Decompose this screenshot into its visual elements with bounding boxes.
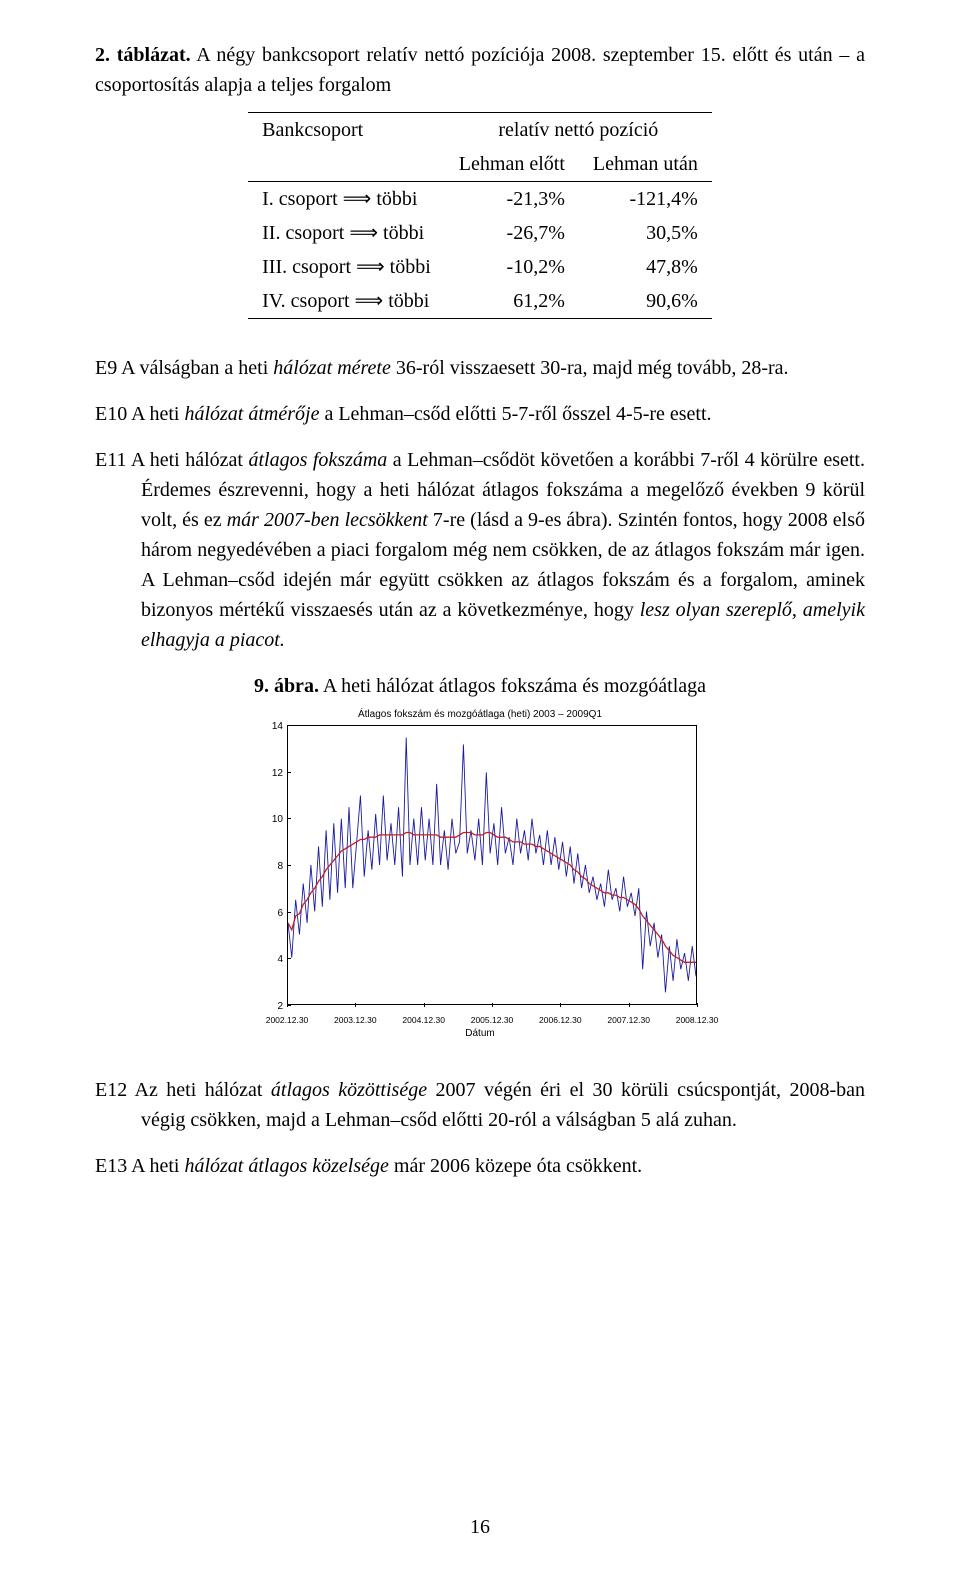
table-label: 2. táblázat. [95, 44, 191, 66]
subcol-before: Lehman előtt [445, 147, 579, 182]
para-e9: E9 A válságban a heti hálózat mérete 36-… [95, 353, 865, 383]
chart-ytick: 4 [245, 952, 283, 967]
table-cell: 30,5% [579, 216, 712, 250]
chart-xlabel: Dátum [465, 1026, 494, 1041]
chart-series-ma [288, 833, 696, 963]
table-row-label: I. csoport ⟹ többi [248, 182, 445, 217]
table-cell: -26,7% [445, 216, 579, 250]
chart-title: Átlagos fokszám és mozgóátlaga (heti) 20… [245, 705, 715, 722]
table-wrapper: Bankcsoport relatív nettó pozíció Lehman… [95, 112, 865, 319]
table-cell: 61,2% [445, 284, 579, 319]
table-row-label: II. csoport ⟹ többi [248, 216, 445, 250]
para-e11: E11 A heti hálózat átlagos fokszáma a Le… [95, 445, 865, 655]
chart-container: Átlagos fokszám és mozgóátlaga (heti) 20… [245, 705, 715, 1045]
chart-plot-area [287, 725, 697, 1005]
chart-xtick: 2004.12.30 [402, 1014, 445, 1027]
chart-xtick: 2002.12.30 [266, 1014, 309, 1027]
figure-label: 9. ábra. [254, 675, 319, 697]
col-header-pozicio: relatív nettó pozíció [445, 113, 712, 148]
para-e10: E10 A heti hálózat átmérője a Lehman–cső… [95, 399, 865, 429]
table-caption: 2. táblázat. A négy bankcsoport relatív … [95, 40, 865, 100]
chart-svg [288, 726, 696, 1004]
chart-ytick: 14 [245, 719, 283, 734]
chart-ytick: 8 [245, 859, 283, 874]
chart-ytick: 6 [245, 906, 283, 921]
chart-ytick: 12 [245, 766, 283, 781]
figure-caption: 9. ábra. A heti hálózat átlagos fokszáma… [95, 671, 865, 701]
chart-xtick: 2006.12.30 [539, 1014, 582, 1027]
subcol-after: Lehman után [579, 147, 712, 182]
position-table: Bankcsoport relatív nettó pozíció Lehman… [248, 112, 712, 319]
table-cell: 47,8% [579, 250, 712, 284]
col-header-bankcsoport: Bankcsoport [248, 113, 445, 148]
table-cell: -21,3% [445, 182, 579, 217]
page-number: 16 [470, 1512, 490, 1542]
para-e13: E13 A heti hálózat átlagos közelsége már… [95, 1151, 865, 1181]
table-caption-text: A négy bankcsoport relatív nettó pozíció… [95, 44, 865, 96]
chart-ytick: 2 [245, 999, 283, 1014]
chart-series-raw [288, 738, 696, 993]
table-cell: -121,4% [579, 182, 712, 217]
para-e12: E12 Az heti hálózat átlagos közöttisége … [95, 1075, 865, 1135]
table-row-label: IV. csoport ⟹ többi [248, 284, 445, 319]
chart-xtick: 2008.12.30 [676, 1014, 719, 1027]
figure-caption-text: A heti hálózat átlagos fokszáma és mozgó… [323, 675, 706, 697]
chart-xtick: 2007.12.30 [607, 1014, 650, 1027]
table-cell: -10,2% [445, 250, 579, 284]
table-row-label: III. csoport ⟹ többi [248, 250, 445, 284]
chart-ytick: 10 [245, 812, 283, 827]
table-cell: 90,6% [579, 284, 712, 319]
chart-xtick: 2003.12.30 [334, 1014, 377, 1027]
